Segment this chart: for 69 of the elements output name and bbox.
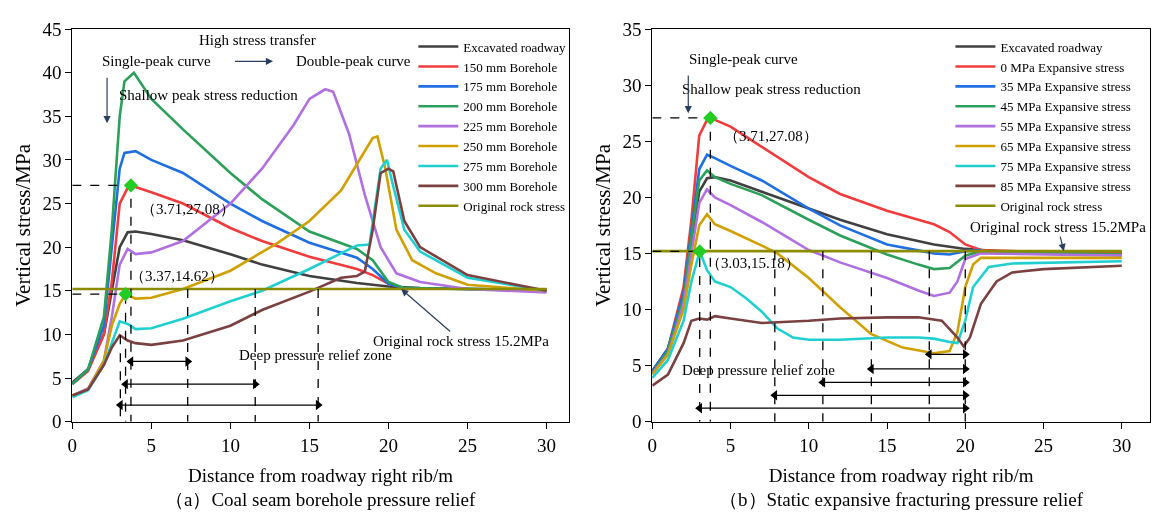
point [692, 244, 707, 259]
y-tick-label: 5 [51, 367, 62, 389]
y-tick-label: 35 [42, 105, 62, 127]
x-tick-label: 25 [1034, 434, 1054, 456]
y-tick-label: 35 [622, 18, 642, 40]
y-tick-label: 10 [622, 299, 642, 321]
x-tick-label: 0 [67, 434, 78, 456]
legend-label: 85 MPa Expansive stress [1000, 178, 1131, 194]
x-tick-label: 20 [955, 434, 975, 456]
y-tick-label: 0 [631, 411, 642, 433]
y-tick-label: 25 [42, 193, 62, 215]
legend-label: 175 mm Borehole [463, 79, 558, 95]
annotation: Double-peak curve [296, 53, 411, 69]
annotation: Original rock stress 15.2MPa [970, 219, 1147, 235]
annotation: （3.37,14.62） [130, 268, 224, 284]
y-tick-label: 45 [42, 18, 62, 40]
y-tick-label: 15 [42, 280, 62, 302]
y-tick-label: 30 [42, 149, 62, 171]
annotation: High stress transfer [199, 32, 316, 48]
legend-label: 55 MPa Expansive stress [1000, 119, 1131, 135]
legend-label: 0 MPa Expansive stress [1000, 59, 1125, 75]
x-axis-title: Distance from roadway right rib/m [768, 465, 1034, 487]
legend-label: Original rock stress [463, 198, 566, 214]
y-tick-label: 10 [42, 324, 62, 346]
legend-label: 65 MPa Expansive stress [1000, 139, 1131, 155]
y-tick-label: 40 [42, 62, 62, 84]
legend-label: 300 mm Borehole [463, 178, 558, 194]
x-tick-label: 10 [799, 434, 819, 456]
text: （a）Coal seam borehole pressure relief [165, 489, 476, 510]
point [123, 178, 139, 193]
annotation: Single-peak curve [102, 53, 212, 69]
x-tick-label: 15 [299, 434, 319, 456]
y-axis-title: Vertical stress/MPa [10, 143, 35, 307]
legend-label: 275 mm Borehole [463, 159, 558, 175]
annotation: Deep pressure relief zone [239, 347, 393, 363]
point [118, 286, 133, 302]
legend-label: 200 mm Borehole [463, 99, 558, 115]
legend-label: 35 MPa Expansive stress [1000, 79, 1131, 95]
legend-label: Excavated roadway [1000, 39, 1104, 55]
x-tick-label: 15 [877, 434, 897, 456]
x-tick-label: 5 [725, 434, 736, 456]
annotation: Original rock stress 15.2MPa [373, 333, 550, 349]
legend-label: 250 mm Borehole [463, 139, 558, 155]
x-tick-label: 0 [647, 434, 658, 456]
x-tick-label: 30 [1112, 434, 1132, 456]
x-tick-label: 5 [146, 434, 157, 456]
legend-label: Original rock stress [1000, 198, 1103, 214]
y-tick-label: 5 [631, 355, 642, 377]
y-tick-label: 25 [622, 130, 642, 152]
y-tick-label: 15 [622, 243, 642, 265]
x-tick-label: 30 [537, 434, 557, 456]
x-axis-title: Distance from roadway right rib/m [188, 465, 454, 487]
legend-label: 225 mm Borehole [463, 119, 558, 135]
legend-label: Excavated roadway [463, 39, 566, 55]
annotation: Single-peak curve [689, 51, 799, 67]
y-tick-label: 30 [622, 74, 642, 96]
x-tick-label: 25 [458, 434, 478, 456]
y-axis-title: Vertical stress/MPa [590, 143, 615, 307]
y-tick-label: 20 [42, 236, 62, 258]
x-tick-label: 10 [220, 434, 240, 456]
annotation: （3.03,15.18） [706, 255, 800, 271]
text: （b）Static expansive fracturing pressure relief [719, 489, 1084, 510]
y-tick-label: 20 [622, 186, 642, 208]
legend-label: 75 MPa Expansive stress [1000, 159, 1131, 175]
legend-label: 45 MPa Expansive stress [1000, 99, 1131, 115]
x-tick-label: 20 [379, 434, 399, 456]
y-tick-label: 0 [51, 411, 62, 433]
legend-label: 150 mm Borehole [463, 59, 558, 75]
point [703, 110, 718, 126]
